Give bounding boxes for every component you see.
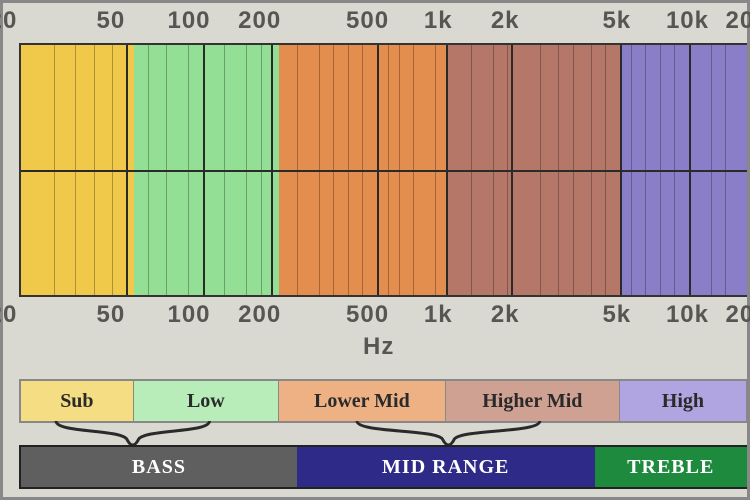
axis-tick: 200 xyxy=(238,7,281,35)
axis-tick: 10k xyxy=(666,7,709,35)
legend-strip: SubLowLower MidHigher MidHigh xyxy=(19,379,747,423)
legend-sub: Sub xyxy=(21,381,134,421)
axis-top: 20 50 100 200 500 1k 2k 5k 10k 20k xyxy=(3,7,747,39)
axis-tick: 500 xyxy=(346,301,389,329)
axis-tick: 5k xyxy=(602,301,631,329)
axis-tick: 20k xyxy=(725,7,750,35)
axis-tick: 500 xyxy=(346,7,389,35)
legend-high: High xyxy=(620,381,747,421)
axis-tick: 2k xyxy=(491,301,520,329)
legend-low: Low xyxy=(134,381,279,421)
axis-tick: 1k xyxy=(424,301,453,329)
axis-tick: 1k xyxy=(424,7,453,35)
axis-tick: 20 xyxy=(0,7,17,35)
axis-tick: 100 xyxy=(167,301,210,329)
axis-bottom: 20 50 100 200 500 1k 2k 5k 10k 20k xyxy=(3,301,747,333)
axis-tick: 10k xyxy=(666,301,709,329)
axis-tick: 100 xyxy=(167,7,210,35)
axis-unit-label: Hz xyxy=(363,333,394,361)
legend-lower-mid: Lower Mid xyxy=(279,381,446,421)
axis-tick: 5k xyxy=(602,7,631,35)
gridline-horizontal xyxy=(21,170,747,172)
big-group-strip: BASSMID RANGETREBLE xyxy=(19,445,747,489)
group-mid-range: MID RANGE xyxy=(297,447,595,487)
axis-tick: 20 xyxy=(0,301,17,329)
legend-higher-mid: Higher Mid xyxy=(446,381,620,421)
axis-tick: 50 xyxy=(97,7,126,35)
axis-tick: 50 xyxy=(97,301,126,329)
frequency-chart xyxy=(19,43,747,297)
group-treble: TREBLE xyxy=(595,447,747,487)
group-bass: BASS xyxy=(21,447,297,487)
axis-tick: 20k xyxy=(725,301,750,329)
axis-tick: 2k xyxy=(491,7,520,35)
axis-tick: 200 xyxy=(238,301,281,329)
